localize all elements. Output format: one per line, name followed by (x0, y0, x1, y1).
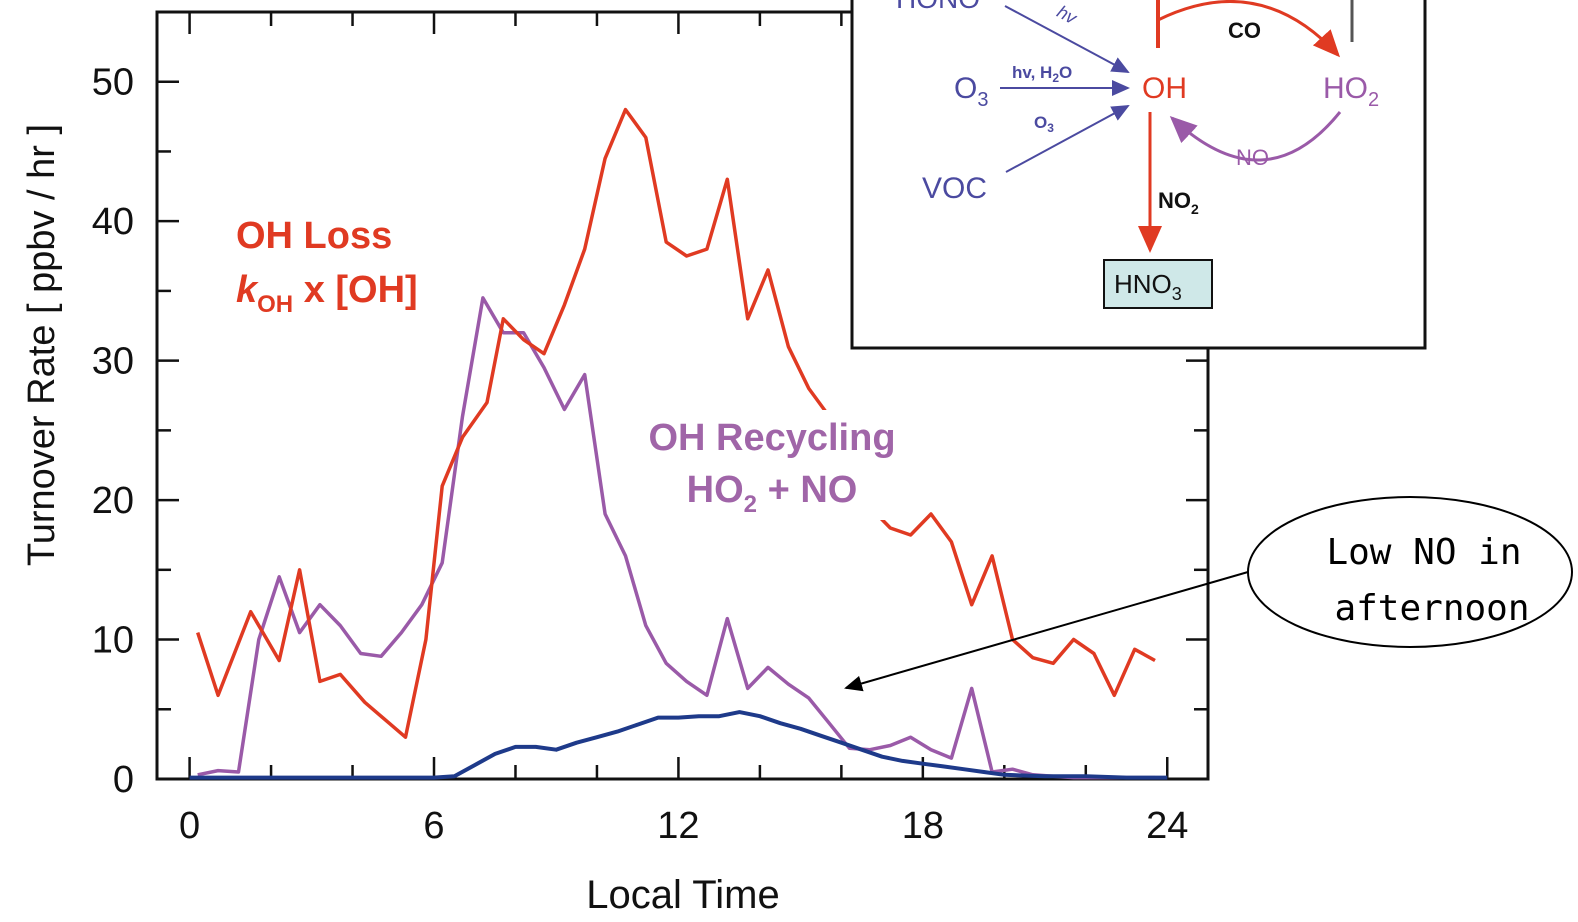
callout-line-1: Low NO in (1326, 532, 1521, 573)
hno3-label: HNO3 (1114, 269, 1182, 304)
series-line-recycling (197, 296, 1155, 780)
y-tick-label: 30 (92, 341, 134, 383)
hv-h2o-text: hv, H (1012, 63, 1052, 82)
callout: Low NO in afternoon (844, 496, 1573, 692)
no-label: NO (1236, 145, 1269, 170)
ho2-text: HO (687, 469, 744, 511)
hno3-subscript: 3 (1172, 284, 1182, 304)
x-tick-label: 6 (423, 805, 444, 847)
k-subscript: OH (257, 291, 293, 318)
hono-label: HONO (896, 0, 980, 14)
y-tick-label: 10 (92, 620, 134, 662)
callout-arrow (844, 571, 1249, 692)
x-tick-label: 24 (1146, 805, 1188, 847)
hv-h2o-label: hv, H2O (1012, 63, 1072, 85)
hno3-text: HNO (1114, 269, 1172, 299)
ho2-subscript: 2 (744, 491, 757, 518)
recycling-label-backdrop (624, 410, 919, 520)
hno3-box (1103, 259, 1213, 309)
oh-loss-label: OH Loss (236, 215, 392, 257)
voc-label: VOC (922, 172, 987, 205)
co-label: CO (1228, 18, 1261, 43)
series-line-low_no (189, 710, 1168, 780)
ho2-node-subscript: 2 (1368, 89, 1379, 111)
o3-small-label: O3 (1034, 113, 1054, 135)
hono-arrow (1004, 5, 1130, 73)
recycling-rest: + NO (757, 469, 857, 511)
voc-arrow (1005, 105, 1130, 173)
series-group (189, 107, 1168, 780)
y-tick-label: 0 (113, 759, 134, 801)
no2-text: NO (1158, 188, 1191, 213)
x-axis-label: Local Time (586, 873, 779, 917)
x-tick-label: 12 (657, 805, 699, 847)
o3-text: O (954, 72, 977, 105)
oh-loss-rest: x [OH] (293, 269, 418, 311)
o3-label: O3 (954, 72, 988, 111)
y-tick-label: 40 (92, 201, 134, 243)
no-arc (1169, 111, 1342, 162)
o3-small-text: O (1034, 113, 1047, 132)
o3-small-subscript: 3 (1047, 121, 1054, 135)
ho2-node-text: HO (1323, 72, 1368, 105)
no2-label: NO2 (1158, 188, 1199, 217)
x-tick-label: 18 (902, 805, 944, 847)
co-arc (1156, 0, 1341, 58)
callout-ellipse (1247, 496, 1573, 648)
y-tick-label: 50 (92, 62, 134, 104)
hv-h2o-subscript: 2 (1052, 71, 1059, 85)
y-axis-label: Turnover Rate [ ppbv / hr ] (21, 124, 63, 566)
x-tick-label: 0 (179, 805, 200, 847)
series-line-loss (196, 107, 1156, 739)
callout-line-2: afternoon (1334, 588, 1529, 629)
o3-subscript: 3 (977, 89, 988, 111)
oh-recycling-formula: HO2 + NO (687, 469, 858, 518)
y-tick-label: 20 (92, 480, 134, 522)
reaction-inset: HONO hv O3 hv, H2O O3 VOC OH CO HO2 NO N… (850, 0, 1427, 350)
hv-h2o-end: O (1059, 63, 1072, 82)
oh-loss-formula: kOH x [OH] (236, 269, 418, 318)
no2-subscript: 2 (1191, 201, 1199, 217)
oh-node: OH (1142, 72, 1187, 105)
oh-recycling-label: OH Recycling (648, 417, 895, 459)
tick-labels: 0 6 12 18 24 0 10 20 30 40 50 (92, 62, 1189, 847)
plot-frame (155, 10, 1210, 781)
k-symbol: k (236, 269, 259, 311)
ho2-node: HO2 (1323, 72, 1379, 111)
